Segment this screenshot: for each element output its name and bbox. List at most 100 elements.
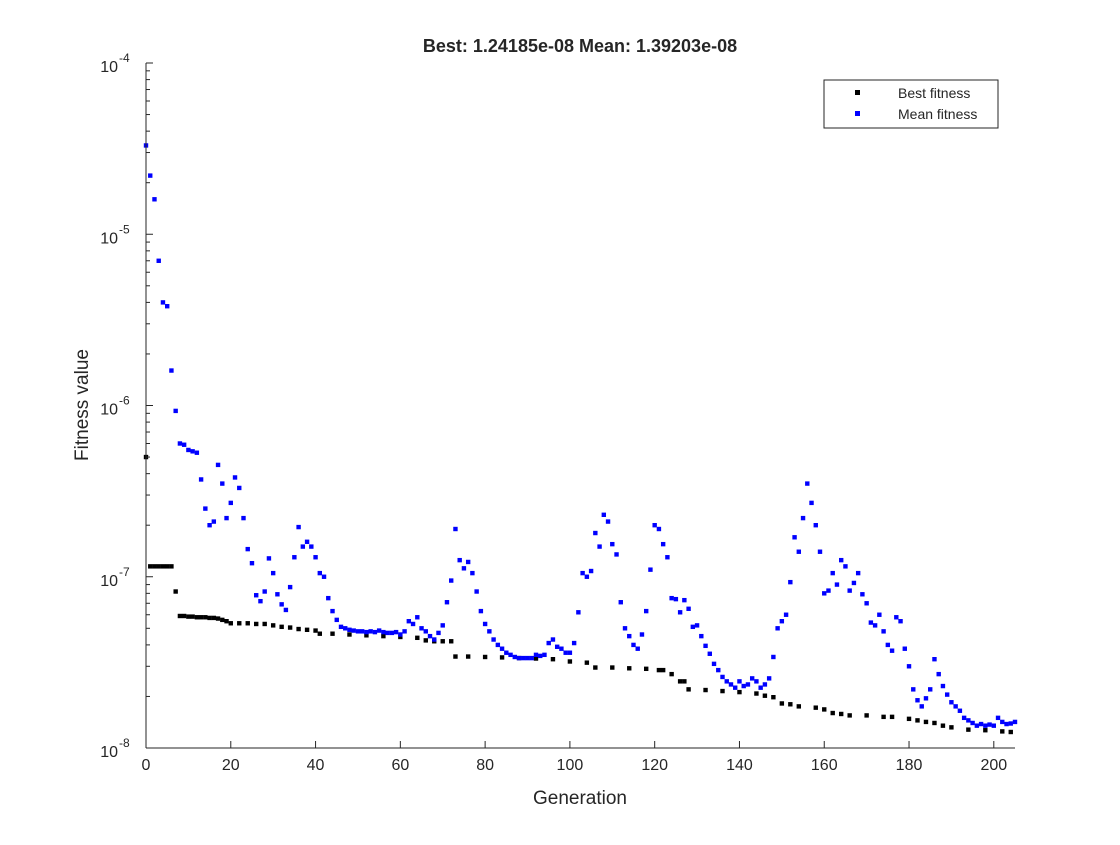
mean-fitness-point-157 <box>809 500 814 506</box>
mean-fitness-point-29 <box>266 556 272 561</box>
best-fitness-point-78 <box>906 716 912 722</box>
mean-fitness-point-145 <box>758 685 763 690</box>
x-tick-label-160: 160 <box>811 757 838 774</box>
best-fitness-point-30 <box>313 628 318 633</box>
best-fitness-point-81 <box>932 720 937 726</box>
mean-fitness-point-93 <box>538 653 543 659</box>
x-tick-label-100: 100 <box>557 757 584 774</box>
mean-fitness-point-150 <box>779 619 785 624</box>
mean-fitness-point-89 <box>521 655 526 661</box>
mean-fitness-point-86 <box>508 652 513 658</box>
mean-fitness-point-201 <box>995 715 1001 721</box>
mean-fitness-point-19 <box>224 515 229 521</box>
mean-fitness-point-27 <box>258 598 263 604</box>
x-tick-label-60: 60 <box>391 757 409 774</box>
mean-fitness-point-85 <box>504 650 509 655</box>
legend-marker-mean <box>855 111 860 116</box>
mean-fitness-point-78 <box>474 589 479 594</box>
mean-fitness-point-91 <box>529 655 534 661</box>
mean-fitness-point-116 <box>635 646 640 651</box>
y-tick-label-0: 10 <box>100 744 118 761</box>
best-fitness-point-80 <box>923 719 929 725</box>
mean-fitness-point-113 <box>622 626 628 631</box>
best-fitness-point-87 <box>1008 729 1013 735</box>
mean-fitness-point-167 <box>851 580 857 586</box>
best-fitness-point-45 <box>499 655 505 660</box>
best-fitness-point-11 <box>190 614 195 619</box>
mean-fitness-point-110 <box>610 541 615 547</box>
best-fitness-point-23 <box>254 621 259 627</box>
mean-fitness-point-80 <box>482 621 488 627</box>
y-tick-label-2: 10 <box>100 402 118 419</box>
mean-fitness-point-58 <box>389 630 395 636</box>
mean-fitness-point-57 <box>385 630 390 636</box>
mean-fitness-point-96 <box>550 637 556 642</box>
mean-fitness-point-115 <box>631 642 636 648</box>
best-fitness-point-44 <box>482 654 488 660</box>
mean-fitness-point-88 <box>516 655 522 661</box>
mean-fitness-point-17 <box>215 462 221 468</box>
best-fitness-point-20 <box>228 621 233 626</box>
mean-fitness-point-118 <box>644 608 649 614</box>
mean-fitness-point-33 <box>283 607 289 613</box>
mean-fitness-point-75 <box>461 566 467 571</box>
chart-title: Best: 1.24185e-08 Mean: 1.39203e-08 <box>423 36 737 56</box>
legend-box <box>823 79 999 129</box>
mean-fitness-point-31 <box>275 592 280 597</box>
mean-fitness-point-36 <box>296 524 301 530</box>
mean-fitness-point-94 <box>542 652 547 658</box>
y-tick-exponent-0: -8 <box>119 736 130 750</box>
mean-fitness-point-104 <box>584 574 590 579</box>
y-tick-exponent-4: -4 <box>119 51 130 65</box>
best-fitness-point-76 <box>881 714 886 720</box>
series-best-fitness <box>143 454 1013 735</box>
legend-label-mean: Mean fitness <box>898 106 977 122</box>
mean-fitness-point-55 <box>376 628 382 633</box>
best-fitness-point-27 <box>287 625 293 630</box>
mean-fitness-point-185 <box>928 687 933 692</box>
mean-fitness-point-38 <box>304 539 310 544</box>
mean-fitness-point-161 <box>826 588 831 593</box>
best-fitness-point-14 <box>203 615 208 620</box>
mean-fitness-point-124 <box>669 595 674 601</box>
mean-fitness-point-144 <box>754 679 759 684</box>
mean-fitness-point-97 <box>554 644 560 649</box>
mean-fitness-point-133 <box>707 651 712 656</box>
mean-fitness-point-165 <box>843 564 848 569</box>
x-tick-label-0: 0 <box>142 757 151 774</box>
mean-fitness-point-34 <box>287 584 293 590</box>
y-tick-exponent-3: -5 <box>119 222 130 236</box>
mean-fitness-point-195 <box>970 720 975 726</box>
mean-fitness-point-200 <box>991 723 996 728</box>
mean-fitness-point-48 <box>347 627 352 632</box>
best-fitness-point-85 <box>983 728 988 733</box>
best-fitness-point-28 <box>296 626 301 632</box>
best-fitness-point-13 <box>198 615 204 620</box>
mean-fitness-point-54 <box>372 629 378 635</box>
mean-fitness-point-187 <box>936 671 941 677</box>
mean-fitness-point-59 <box>393 629 399 635</box>
mean-fitness-point-184 <box>923 696 929 701</box>
y-tick-label-3: 10 <box>100 230 118 247</box>
mean-fitness-point-109 <box>605 519 611 524</box>
best-fitness-point-16 <box>211 615 217 621</box>
mean-fitness-point-76 <box>465 559 471 565</box>
mean-fitness-point-138 <box>728 682 734 687</box>
legend-label-best: Best fitness <box>898 85 970 101</box>
best-fitness-point-60 <box>686 687 691 692</box>
mean-fitness-point-119 <box>648 567 653 572</box>
best-fitness-point-66 <box>771 695 776 700</box>
mean-fitness-point-30 <box>270 570 276 576</box>
mean-fitness-point-83 <box>495 642 501 648</box>
ticks-layer: 0 20 40 60 80 100 120 140 160 180 20010-810-710-61… <box>100 51 1007 774</box>
mean-fitness-point-11 <box>190 449 195 454</box>
best-fitness-point-18 <box>220 617 225 623</box>
best-fitness-point-72 <box>830 710 835 716</box>
best-fitness-point-86 <box>1000 729 1005 734</box>
best-fitness-point-50 <box>584 660 590 665</box>
mean-fitness-point-126 <box>677 610 683 615</box>
mean-fitness-point-117 <box>639 632 645 637</box>
mean-fitness-point-148 <box>771 654 776 660</box>
best-fitness-point-70 <box>813 705 818 710</box>
